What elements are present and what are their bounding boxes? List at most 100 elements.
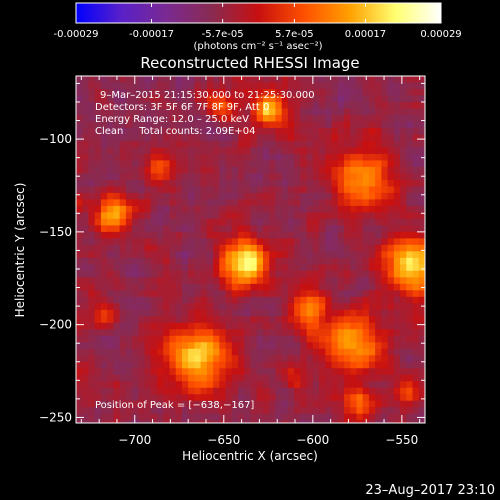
heatmap-cell: [294, 95, 301, 103]
heatmap-cell: [300, 270, 308, 278]
heatmap-cell: [287, 413, 295, 421]
heatmap-cell: [175, 348, 183, 356]
heatmap-cell: [337, 361, 345, 369]
heatmap-cell: [175, 342, 183, 350]
heatmap-cell: [206, 192, 214, 200]
heatmap-cell: [300, 413, 308, 421]
heatmap-cell: [250, 413, 258, 421]
heatmap-cell: [94, 244, 102, 252]
heatmap-cell: [100, 283, 108, 291]
heatmap-cell: [175, 335, 183, 343]
heatmap-cell: [150, 192, 158, 200]
heatmap-cell: [350, 101, 358, 110]
heatmap-cell: [169, 290, 177, 298]
heatmap-cell: [107, 387, 114, 395]
heatmap-cell: [400, 355, 407, 363]
heatmap-cell: [219, 361, 227, 369]
heatmap-cell: [406, 121, 414, 129]
heatmap-cell: [113, 400, 121, 408]
heatmap-cell: [181, 322, 189, 330]
heatmap-cell: [225, 329, 233, 337]
heatmap-cell: [275, 199, 283, 207]
heatmap-cell: [275, 264, 283, 272]
heatmap-cell: [107, 114, 114, 123]
heatmap-cell: [312, 199, 320, 207]
heatmap-cell: [194, 290, 202, 298]
heatmap-cell: [362, 400, 370, 408]
heatmap-cell: [250, 153, 258, 162]
heatmap-cell: [163, 147, 171, 155]
heatmap-cell: [119, 186, 127, 194]
heatmap-cell: [150, 290, 158, 298]
heatmap-cell: [312, 121, 320, 129]
heatmap-cell: [300, 225, 308, 233]
heatmap-cell: [150, 173, 158, 181]
heatmap-cell: [381, 95, 389, 103]
heatmap-cell: [119, 179, 127, 187]
heatmap-cell: [287, 88, 295, 97]
heatmap-cell: [375, 335, 382, 343]
heatmap-cell: [169, 329, 177, 337]
heatmap-cell: [244, 355, 252, 363]
heatmap-cell: [138, 218, 146, 226]
heatmap-cell: [387, 82, 395, 90]
heatmap-cell: [325, 76, 333, 84]
heatmap-cell: [381, 329, 389, 337]
heatmap-cell: [406, 368, 414, 376]
heatmap-cell: [337, 192, 345, 200]
heatmap-cell: [375, 121, 382, 129]
heatmap-cell: [306, 238, 314, 246]
heatmap-cell: [163, 114, 171, 123]
heatmap-cell: [100, 225, 108, 233]
heatmap-cell: [337, 186, 345, 194]
heatmap-cell: [256, 179, 264, 187]
heatmap-cell: [206, 205, 214, 213]
heatmap-cell: [213, 140, 220, 149]
heatmap-cell: [150, 153, 158, 162]
heatmap-cell: [319, 108, 326, 116]
heatmap-cell: [94, 374, 102, 382]
heatmap-cell: [188, 348, 196, 356]
heatmap-cell: [138, 238, 146, 246]
heatmap-cell: [200, 290, 208, 298]
heatmap-cell: [337, 374, 345, 382]
heatmap-cell: [244, 316, 252, 324]
heatmap-cell: [200, 140, 208, 149]
heatmap-cell: [368, 407, 376, 415]
heatmap-cell: [113, 270, 121, 278]
heatmap-cell: [231, 316, 239, 324]
heatmap-cell: [76, 140, 83, 149]
heatmap-cell: [107, 277, 114, 285]
heatmap-cell: [244, 413, 252, 421]
heatmap-cell: [362, 244, 370, 252]
heatmap-cell: [375, 238, 382, 246]
heatmap-cell: [406, 355, 414, 363]
heatmap-cell: [169, 264, 177, 272]
heatmap-cell: [375, 140, 382, 149]
heatmap-cell: [200, 225, 208, 233]
heatmap-cell: [76, 296, 83, 304]
heatmap-cell: [231, 361, 239, 369]
heatmap-cell: [82, 381, 90, 389]
heatmap-cell: [82, 134, 90, 142]
heatmap-cell: [319, 368, 326, 376]
heatmap-cell: [100, 251, 108, 259]
heatmap-cell: [368, 192, 376, 200]
heatmap-cell: [412, 413, 420, 421]
heatmap-cell: [138, 82, 146, 90]
heatmap-cell: [269, 283, 277, 291]
heatmap-cell: [250, 394, 258, 402]
heatmap-cell: [269, 244, 277, 252]
heatmap-cell: [300, 76, 308, 84]
heatmap-cell: [231, 290, 239, 298]
heatmap-cell: [281, 270, 289, 278]
heatmap-cell: [194, 179, 202, 187]
heatmap-cell: [100, 290, 108, 298]
heatmap-cell: [125, 76, 133, 84]
heatmap-cell: [82, 374, 90, 382]
heatmap-cell: [163, 212, 171, 220]
heatmap-cell: [412, 212, 420, 220]
heatmap-cell: [287, 218, 295, 226]
heatmap-cell: [400, 140, 407, 149]
heatmap-cell: [88, 251, 96, 259]
